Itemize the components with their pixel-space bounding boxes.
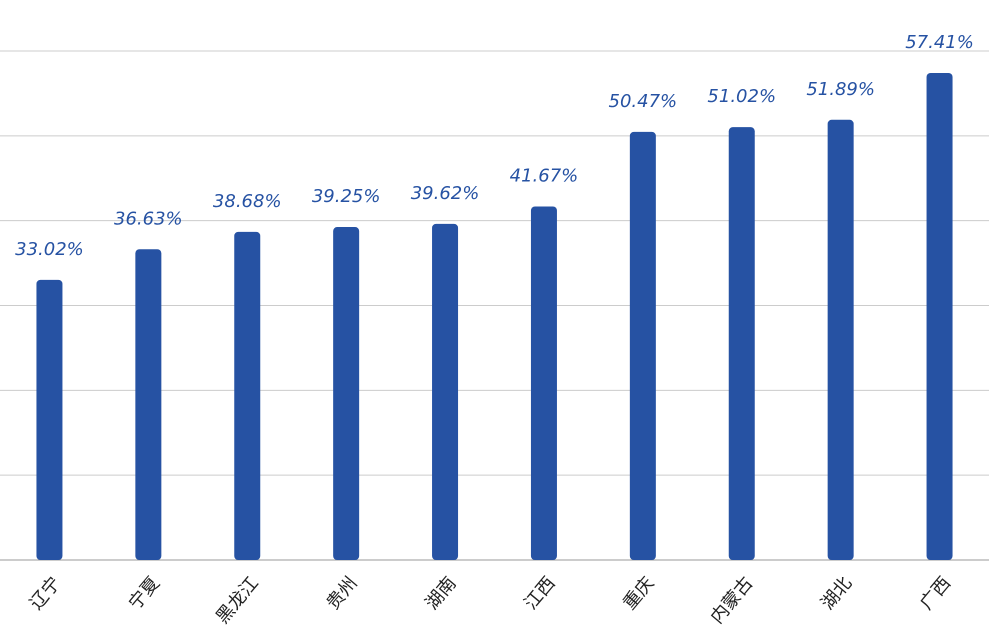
bar [234,231,261,560]
bar [135,249,162,560]
bar [432,223,459,561]
value-label: 38.68% [213,191,282,212]
bar [926,72,953,560]
bar [36,279,63,560]
x-tick-label: 江西 [520,573,559,614]
bar [827,119,854,560]
value-label: 57.41% [905,32,974,53]
x-tick-label: 内蒙古 [707,573,758,628]
x-tick-label: 黑龙江 [212,573,263,628]
value-label: 51.89% [806,79,875,100]
value-label: 36.63% [114,208,183,229]
bar [333,227,360,560]
x-tick-label: 湖北 [817,573,856,614]
value-label: 39.62% [411,183,480,204]
x-tick-label: 贵州 [323,573,362,614]
value-label: 51.02% [707,86,776,107]
value-label: 50.47% [609,91,678,112]
bar [629,131,656,560]
x-tick-label: 湖南 [421,573,460,614]
value-label: 41.67% [510,165,579,186]
x-tick-label: 辽宁 [26,573,65,614]
bar [728,127,755,561]
bar [530,206,557,560]
value-label: 39.25% [312,186,381,207]
x-tick-label: 宁夏 [125,573,164,614]
x-tick-label: 广西 [916,573,955,614]
value-label: 33.02% [15,239,84,260]
x-tick-label: 重庆 [619,573,658,614]
